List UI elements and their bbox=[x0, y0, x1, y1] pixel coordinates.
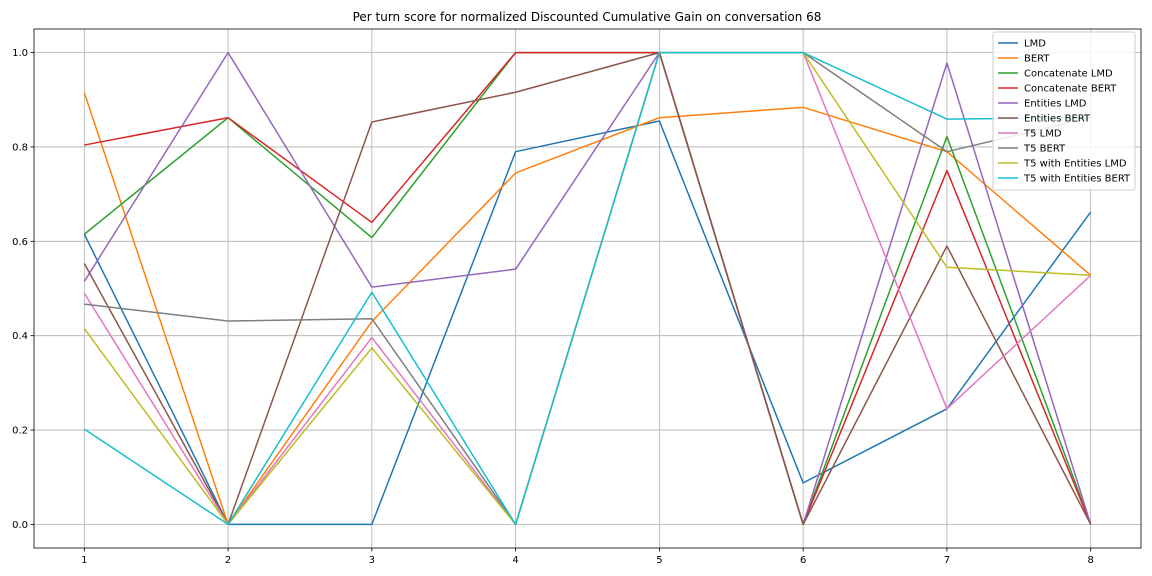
series-line-concatenate-bert bbox=[84, 51, 1092, 526]
y-tick-label: 0.6 bbox=[12, 237, 28, 248]
series-line-lmd bbox=[83, 120, 1092, 526]
legend-label: Concatenate LMD bbox=[1024, 69, 1113, 80]
legend: LMD BERT Concatenate LMD Concatenate BERT En… bbox=[992, 31, 1136, 191]
legend-label: Entities LMD bbox=[1024, 99, 1087, 110]
legend-label: Entities BERT bbox=[1024, 114, 1091, 125]
tick-labels: 1 2 3 4 5 6 7 8 0.0 0.2 0.4 0.6 0.8 1.0 bbox=[12, 48, 1094, 566]
x-tick-label: 4 bbox=[512, 555, 518, 566]
x-tick-label: 5 bbox=[656, 555, 662, 566]
legend-label: Concatenate BERT bbox=[1024, 84, 1117, 95]
x-tick-label: 2 bbox=[225, 555, 231, 566]
y-tick-label: 0.0 bbox=[12, 520, 28, 531]
series-line-bert bbox=[83, 92, 1092, 526]
legend-label: LMD bbox=[1024, 39, 1046, 50]
x-tick-label: 1 bbox=[81, 555, 87, 566]
y-tick-label: 0.4 bbox=[12, 331, 28, 342]
y-tick-label: 1.0 bbox=[12, 48, 28, 59]
plot-area-frame bbox=[33, 28, 1142, 549]
legend-label: T5 BERT bbox=[1023, 144, 1066, 155]
x-tick-label: 8 bbox=[1087, 555, 1093, 566]
series-line-entities-lmd bbox=[83, 51, 1092, 526]
y-tick-label: 0.2 bbox=[12, 426, 28, 437]
legend-label: T5 LMD bbox=[1023, 129, 1062, 140]
legend-label: T5 with Entities BERT bbox=[1023, 174, 1131, 185]
series-line-t5-with-entities-bert bbox=[83, 51, 1091, 526]
series-lines bbox=[83, 51, 1092, 526]
chart-title: Per turn score for normalized Discounted… bbox=[353, 10, 822, 24]
legend-label: T5 with Entities LMD bbox=[1023, 159, 1127, 170]
series-line-entities-bert bbox=[83, 51, 1092, 526]
y-tick-label: 0.8 bbox=[12, 142, 28, 153]
legend-label: BERT bbox=[1024, 54, 1050, 65]
x-tick-label: 3 bbox=[369, 555, 375, 566]
x-tick-label: 6 bbox=[800, 555, 806, 566]
x-tick-label: 7 bbox=[944, 555, 950, 566]
legend-box bbox=[992, 31, 1136, 191]
